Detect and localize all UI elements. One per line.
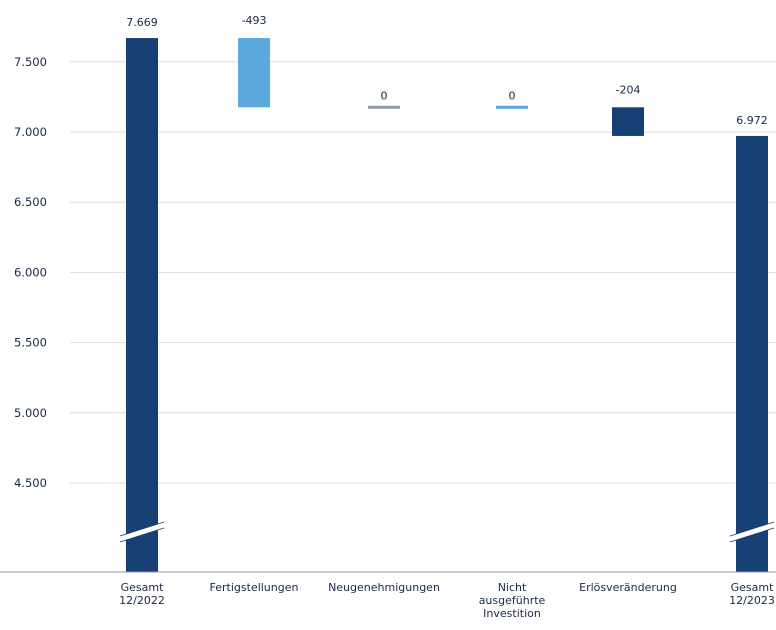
category-label: Gesamt [121,581,164,594]
category-label: Erlösveränderung [579,581,677,594]
value-labels: 7.669 -493 0 0 -204 6.972 [126,14,768,127]
total-bar [126,38,158,573]
category-label: ausgeführte [479,594,546,607]
category-label: Gesamt [731,581,774,594]
value-label: 6.972 [736,114,768,127]
value-label: 0 [381,89,388,102]
axis-break-line [729,521,775,537]
y-tick-label: 6.500 [14,195,47,209]
category-label: Investition [483,607,541,620]
zero-change-bar [496,105,528,109]
value-label: -204 [616,83,641,96]
axis-break-marker [730,522,774,542]
y-tick-label: 7.000 [14,125,47,139]
value-label: 0 [509,89,516,102]
y-tick-label: 4.500 [14,476,47,490]
axis-break-line [119,527,165,543]
value-label: 7.669 [126,16,158,29]
value-label: -493 [242,14,267,27]
axis-break-line [729,527,775,543]
category-label: 12/2023 [729,594,775,607]
category-label: Fertigstellungen [210,581,299,594]
y-tick-label: 6.000 [14,265,47,279]
axis-break-line [119,521,165,537]
y-axis-ticks: 4.500 5.000 5.500 6.000 6.500 7.000 7.500 [14,55,47,490]
delta-bar [612,107,644,136]
axis-break-marker [120,522,164,542]
total-bar [736,135,768,572]
category-label: Nicht [498,581,527,594]
y-tick-label: 5.000 [14,406,47,420]
y-tick-label: 5.500 [14,336,47,350]
category-label: 12/2022 [119,594,165,607]
zero-change-bar [368,105,400,109]
bars [119,38,775,573]
y-tick-label: 7.500 [14,55,47,69]
delta-bar [238,38,270,108]
category-label: Neugenehmigungen [328,581,440,594]
gridlines [70,61,776,484]
